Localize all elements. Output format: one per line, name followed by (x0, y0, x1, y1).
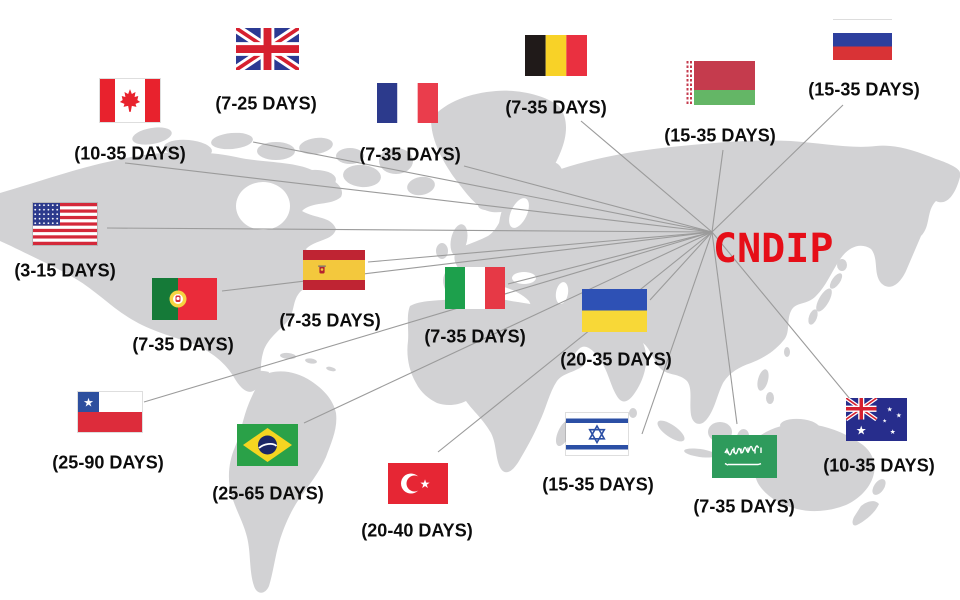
shipping-days-ukraine: (20-35 DAYS) (560, 349, 672, 370)
flag-chile: ★ (78, 392, 142, 432)
shipping-days-belarus: (15-35 DAYS) (664, 125, 776, 146)
belgium-flag-icon (525, 35, 587, 76)
shipping-days-australia: (10-35 DAYS) (823, 455, 935, 476)
route-line-spain (367, 231, 713, 263)
israel-flag-icon (566, 413, 628, 455)
spain-flag-icon (303, 250, 365, 290)
svg-text:★: ★ (420, 477, 431, 491)
route-line-france (463, 165, 713, 233)
route-line-saudi-arabia (711, 231, 738, 425)
shipping-days-israel: (15-35 DAYS) (542, 474, 654, 495)
flag-brazil (237, 424, 298, 466)
svg-text:★: ★ (83, 396, 94, 410)
australia-landmass (753, 423, 875, 512)
shipping-days-chile: (25-90 DAYS) (52, 452, 164, 473)
chile-flag-icon: ★ (78, 392, 142, 432)
ukraine-flag-icon (582, 289, 647, 332)
svg-text:★: ★ (890, 428, 896, 436)
route-line-uk (252, 141, 713, 233)
route-line-ukraine (649, 231, 713, 301)
shipping-days-france: (7-35 DAYS) (359, 144, 461, 165)
flag-australia: ★ ★ ★ ★ ★ (846, 398, 907, 441)
shipping-days-russia: (15-35 DAYS) (808, 79, 920, 100)
brazil-flag-icon (237, 424, 298, 466)
flag-belarus (685, 61, 755, 105)
shipping-days-italy: (7-35 DAYS) (424, 326, 526, 347)
shipping-days-spain: (7-35 DAYS) (279, 310, 381, 331)
asia-landmass (454, 140, 960, 424)
flag-spain (303, 250, 365, 290)
flag-turkey: ★ (388, 463, 448, 504)
italy-flag-icon (445, 267, 505, 309)
flag-israel (566, 413, 628, 455)
route-line-italy (507, 231, 713, 285)
route-line-chile (143, 231, 713, 403)
belarus-flag-icon (685, 61, 755, 105)
flag-ukraine (582, 289, 647, 332)
route-line-belgium (580, 120, 713, 233)
shipping-days-saudi-arabia: (7-35 DAYS) (693, 496, 795, 517)
svg-text:★: ★ (856, 423, 867, 437)
route-line-brazil (303, 231, 713, 424)
svg-text:★: ★ (896, 411, 902, 419)
shipping-days-usa: (3-15 DAYS) (14, 260, 116, 281)
route-line-turkey (437, 231, 713, 453)
south-america-landmass (228, 371, 337, 593)
brand-origin-label: CNDIP (713, 226, 834, 272)
russia-flag-icon (833, 19, 892, 60)
shipping-days-belgium: (7-35 DAYS) (505, 97, 607, 118)
canada-flag-icon (100, 79, 160, 122)
turkey-flag-icon: ★ (388, 463, 448, 504)
shipping-days-canada: (10-35 DAYS) (74, 143, 186, 164)
svg-text:★: ★ (887, 405, 893, 413)
flag-united-kingdom (236, 28, 299, 70)
shipping-days-brazil: (25-65 DAYS) (212, 483, 324, 504)
flag-italy (445, 267, 505, 309)
svg-text:★: ★ (882, 419, 887, 425)
route-line-belarus (711, 149, 724, 233)
route-line-russia (711, 104, 844, 233)
usa-flag-icon (33, 203, 97, 245)
flag-russia (833, 19, 892, 60)
united-kingdom-flag-icon (236, 28, 299, 70)
australia-flag-icon: ★ ★ ★ ★ ★ (846, 398, 907, 441)
africa-landmass (407, 296, 587, 473)
shipping-route-lines (106, 104, 851, 453)
route-line-israel (641, 231, 713, 435)
portugal-flag-icon (152, 278, 217, 320)
route-line-canada (124, 162, 713, 233)
flag-canada (100, 79, 160, 122)
saudi-arabia-flag-icon (712, 435, 777, 478)
route-line-australia (711, 231, 851, 400)
flag-usa (33, 203, 97, 245)
shipping-days-turkey: (20-40 DAYS) (361, 520, 473, 541)
flag-france (377, 83, 438, 123)
flag-portugal (152, 278, 217, 320)
flag-saudi-arabia (712, 435, 777, 478)
shipping-days-united-kingdom: (7-25 DAYS) (215, 93, 317, 114)
flag-belgium (525, 35, 587, 76)
france-flag-icon (377, 83, 438, 123)
route-line-usa (106, 227, 713, 233)
shipping-days-portugal: (7-35 DAYS) (132, 334, 234, 355)
